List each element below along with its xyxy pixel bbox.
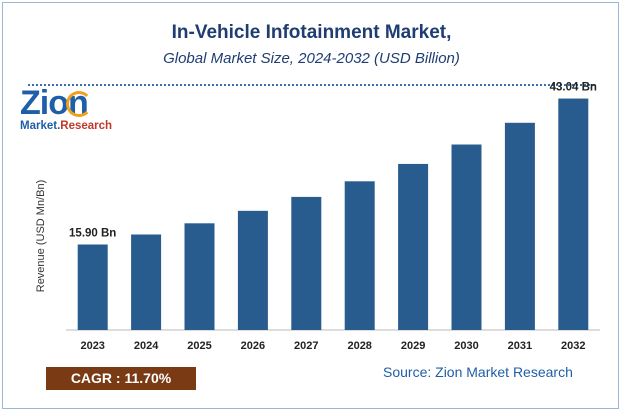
chart-title: In-Vehicle Infotainment Market, [171, 22, 452, 43]
logo-subtitle: Market.Research [20, 120, 112, 132]
bar-2023 [77, 244, 108, 330]
logo-sub-research: Research [60, 120, 113, 132]
bar-2025 [184, 223, 215, 330]
x-ticks-group: 2023 2024 2025 2026 2027 2028 2029 2030 2031 2032 [80, 340, 585, 352]
x-tick-2024: 2024 [134, 340, 159, 352]
x-tick-2028: 2028 [347, 340, 371, 352]
x-tick-2029: 2029 [401, 340, 425, 352]
logo-orbit-icon [66, 91, 92, 117]
bar-2027 [291, 196, 322, 330]
x-tick-2032: 2032 [561, 340, 585, 352]
data-label-2032: 43.04 Bn [550, 82, 597, 94]
bar-2032 [558, 98, 589, 331]
cagr-badge: CAGR : 11.70% [46, 367, 196, 390]
title-divider [28, 84, 594, 86]
x-tick-2023: 2023 [80, 340, 104, 352]
bar-2026 [237, 210, 268, 330]
data-label-2023: 15.90 Bn [69, 227, 116, 239]
x-tick-2025: 2025 [187, 340, 211, 352]
bar-2028 [344, 181, 375, 330]
bar-2029 [398, 163, 429, 330]
x-tick-2031: 2031 [508, 340, 532, 352]
bars-group [77, 98, 589, 331]
bar-2030 [451, 144, 482, 330]
x-tick-2027: 2027 [294, 340, 318, 352]
chart-subtitle: Global Market Size, 2024-2032 (USD Billi… [163, 50, 460, 67]
x-tick-2030: 2030 [454, 340, 478, 352]
y-axis-label: Revenue (USD Mn/Bn) [35, 180, 47, 293]
bar-2024 [131, 234, 162, 330]
data-labels-group: 15.90 Bn 43.04 Bn [69, 82, 597, 240]
x-tick-2026: 2026 [241, 340, 265, 352]
zion-logo: Zion Market.Research [20, 86, 126, 136]
logo-sub-market: Market. [20, 120, 61, 132]
source-note: Source: Zion Market Research [383, 364, 573, 380]
bar-2031 [504, 122, 535, 330]
